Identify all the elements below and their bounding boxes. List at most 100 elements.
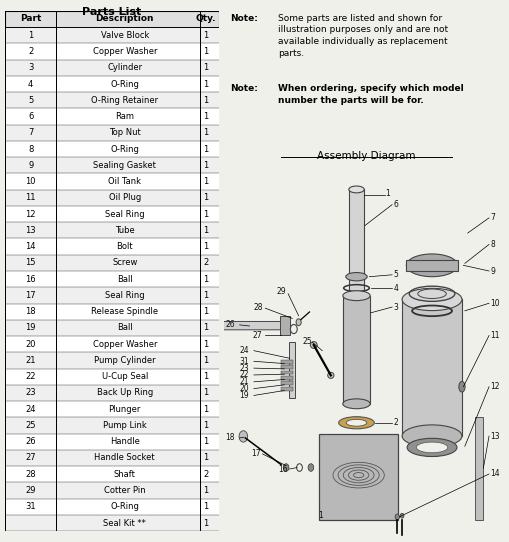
Text: 4: 4	[28, 80, 34, 88]
Text: 9: 9	[491, 267, 495, 275]
Bar	[5, 434, 219, 450]
Circle shape	[283, 464, 289, 472]
Bar	[5, 141, 219, 157]
FancyBboxPatch shape	[279, 316, 290, 335]
Text: O-Ring: O-Ring	[110, 502, 139, 511]
Text: 2: 2	[28, 47, 34, 56]
Text: 7: 7	[28, 128, 34, 137]
Text: 12: 12	[25, 210, 36, 218]
FancyBboxPatch shape	[475, 417, 484, 519]
Bar	[5, 125, 219, 141]
FancyBboxPatch shape	[320, 434, 398, 519]
Text: Handle Socket: Handle Socket	[95, 454, 155, 462]
Bar	[5, 515, 219, 531]
Text: 1: 1	[318, 511, 323, 520]
Text: 26: 26	[25, 437, 36, 446]
Text: 10: 10	[25, 177, 36, 186]
Bar	[5, 76, 219, 92]
Text: 1: 1	[204, 421, 209, 430]
FancyBboxPatch shape	[281, 360, 293, 364]
Text: 1: 1	[204, 63, 209, 72]
Bar	[5, 27, 219, 43]
Text: 1: 1	[204, 161, 209, 170]
Text: 6: 6	[28, 112, 34, 121]
Text: 1: 1	[204, 193, 209, 202]
Bar	[5, 499, 219, 515]
Text: 13: 13	[25, 226, 36, 235]
Bar	[5, 417, 219, 434]
Text: 12: 12	[491, 382, 500, 391]
Ellipse shape	[343, 399, 370, 409]
Text: 1: 1	[204, 96, 209, 105]
Text: 16: 16	[25, 275, 36, 283]
Circle shape	[308, 464, 314, 472]
FancyBboxPatch shape	[281, 371, 293, 374]
FancyBboxPatch shape	[402, 299, 462, 436]
Ellipse shape	[338, 417, 374, 429]
Bar	[5, 401, 219, 417]
Text: 1: 1	[204, 31, 209, 40]
Text: 1: 1	[204, 307, 209, 316]
Ellipse shape	[406, 254, 458, 277]
Text: 1: 1	[204, 372, 209, 381]
Text: 14: 14	[491, 469, 500, 479]
Bar	[5, 173, 219, 190]
Text: 1: 1	[204, 80, 209, 88]
Bar	[5, 352, 219, 369]
Bar	[5, 238, 219, 255]
Ellipse shape	[310, 341, 317, 349]
Text: Screw: Screw	[112, 259, 137, 267]
Text: Copper Washer: Copper Washer	[93, 47, 157, 56]
Text: 1: 1	[204, 112, 209, 121]
Text: 1: 1	[204, 389, 209, 397]
Text: 17: 17	[25, 291, 36, 300]
Text: 11: 11	[491, 331, 500, 340]
Text: 1: 1	[204, 128, 209, 137]
Text: 16: 16	[279, 464, 288, 474]
Text: 27: 27	[252, 331, 262, 340]
Text: 10: 10	[491, 299, 500, 308]
Text: 18: 18	[225, 434, 235, 442]
Text: 5: 5	[28, 96, 34, 105]
Text: 1: 1	[204, 519, 209, 527]
Text: 1: 1	[204, 210, 209, 218]
FancyBboxPatch shape	[281, 365, 293, 369]
Bar	[5, 190, 219, 206]
Text: 1: 1	[204, 486, 209, 495]
Text: 17: 17	[251, 449, 261, 459]
Ellipse shape	[349, 186, 364, 193]
Bar	[5, 43, 219, 60]
Text: 1: 1	[204, 502, 209, 511]
Text: Seal Kit **: Seal Kit **	[103, 519, 146, 527]
Text: U-Cup Seal: U-Cup Seal	[102, 372, 148, 381]
Bar	[5, 287, 219, 304]
Text: Ram: Ram	[116, 112, 134, 121]
Text: 1: 1	[385, 189, 390, 198]
Text: 8: 8	[28, 145, 34, 153]
Text: 29: 29	[25, 486, 36, 495]
Text: Part: Part	[20, 15, 41, 23]
Ellipse shape	[346, 420, 367, 426]
Bar	[5, 206, 219, 222]
Text: Some parts are listed and shown for
illustration purposes only and are not
avail: Some parts are listed and shown for illu…	[278, 14, 448, 58]
Text: 11: 11	[25, 193, 36, 202]
Bar	[5, 385, 219, 401]
Text: Top Nut: Top Nut	[109, 128, 140, 137]
FancyBboxPatch shape	[223, 321, 282, 330]
Text: Cotter Pin: Cotter Pin	[104, 486, 146, 495]
Text: Tube: Tube	[115, 226, 135, 235]
Text: Sealing Gasket: Sealing Gasket	[93, 161, 156, 170]
Text: 24: 24	[25, 405, 36, 414]
FancyBboxPatch shape	[281, 387, 293, 390]
Text: 2: 2	[393, 418, 399, 427]
Text: Qty.: Qty.	[196, 15, 216, 23]
Bar	[5, 482, 219, 499]
Bar	[5, 304, 219, 320]
Text: 1: 1	[204, 324, 209, 332]
Ellipse shape	[416, 442, 448, 453]
Bar	[5, 369, 219, 385]
Ellipse shape	[346, 273, 367, 281]
Bar	[5, 271, 219, 287]
Bar	[5, 60, 219, 76]
Ellipse shape	[296, 319, 301, 326]
